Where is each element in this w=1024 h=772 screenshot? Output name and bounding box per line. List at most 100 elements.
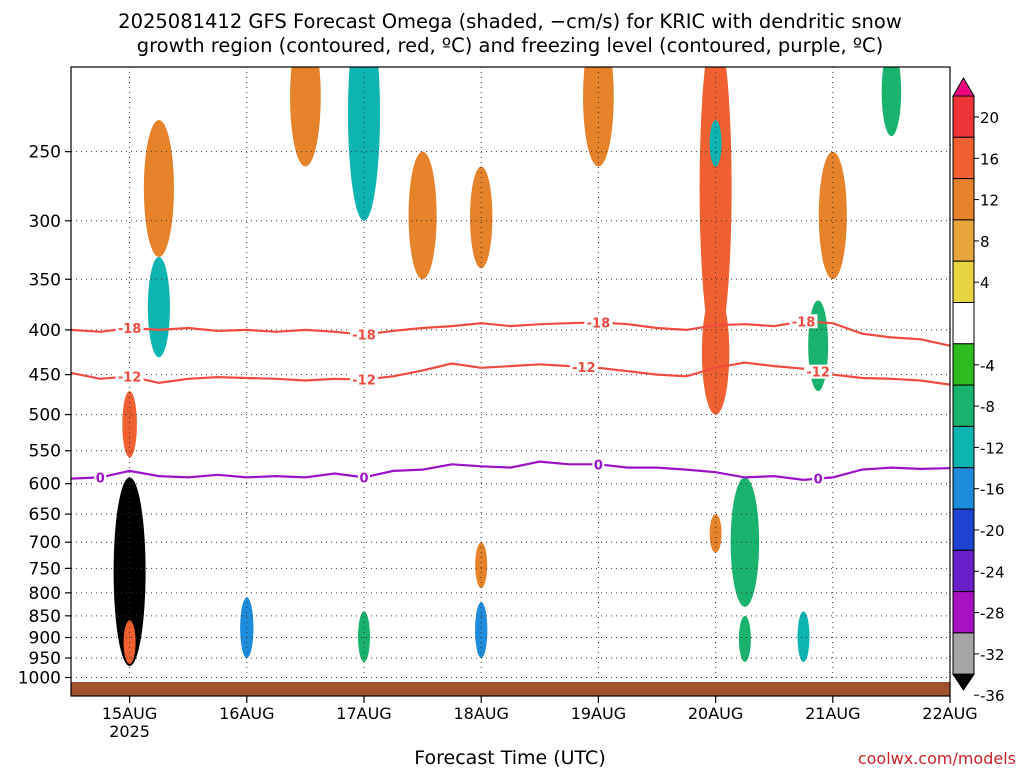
omega-shade-10 <box>475 602 488 659</box>
omega-shade-13 <box>583 67 614 167</box>
colorbar-label: -20 <box>980 522 1005 540</box>
y-tick-label-400: 400 <box>29 321 61 341</box>
omega-shade-1 <box>122 391 137 458</box>
x-tick-label-18AUG: 18AUG <box>453 704 508 723</box>
colorbar-swatch-3 <box>952 178 975 221</box>
y-tick-label-700: 700 <box>29 533 61 553</box>
colorbar-bottom-arrow <box>952 673 975 691</box>
y-tick-label-850: 850 <box>29 607 61 627</box>
omega-shade-4 <box>143 120 174 257</box>
omega-shade-3 <box>147 256 170 358</box>
chart-title-line-1: 2025081412 GFS Forecast Omega (shaded, −… <box>118 10 902 33</box>
colorbar-swatch-14 <box>952 632 975 675</box>
y-tick-label-350: 350 <box>29 270 61 290</box>
y-axis: 2503003504004505005506006507007508008509… <box>18 143 71 688</box>
x-tick-label-22AUG: 22AUG <box>922 704 977 723</box>
colorbar-swatch-9 <box>952 425 975 469</box>
x-axis-label: Forecast Time (UTC) <box>414 747 605 768</box>
colorbar-swatch-5 <box>952 260 975 304</box>
y-tick-label-800: 800 <box>29 584 61 604</box>
contour-line--12 <box>71 361 950 386</box>
colorbar-label: -32 <box>980 646 1005 664</box>
y-tick-label-300: 300 <box>29 212 61 232</box>
omega-shade-0 <box>113 477 146 666</box>
omega-shade-20 <box>797 611 810 663</box>
colorbar-label: -24 <box>980 563 1005 581</box>
omega-shade-12 <box>475 542 488 589</box>
contour-label-bg <box>592 457 605 472</box>
x-tick-label-16AUG: 16AUG <box>219 704 274 723</box>
colorbar-label: 16 <box>980 150 999 168</box>
colorbar-label: -8 <box>980 398 995 416</box>
contour-label-bg <box>115 369 144 384</box>
omega-shade-7 <box>358 611 370 663</box>
colorbar-swatch-8 <box>952 384 975 427</box>
colorbar-label: 12 <box>980 192 999 210</box>
omega-shade-8 <box>348 67 380 221</box>
contour-label--12-2: -12 <box>572 361 596 376</box>
colorbar-swatch-2 <box>952 136 975 180</box>
colorbar-label: -16 <box>980 481 1005 499</box>
x-tick-label-19AUG: 19AUG <box>571 704 626 723</box>
omega-shade-16 <box>709 514 722 553</box>
contour-label-0-3: 0 <box>814 473 823 488</box>
plot-frame <box>70 66 951 697</box>
contour-label-0-0: 0 <box>96 471 105 486</box>
colorbar-swatch-7 <box>952 343 975 386</box>
contour-label-bg <box>350 327 378 342</box>
x-axis: 15AUG 16AUG 17AUG 18AUG 19AUG 20AUG 21AUG 22AUG… <box>102 696 978 741</box>
contour-label--18-0: -18 <box>118 322 142 337</box>
contour-label-bg <box>94 470 107 485</box>
x-tick-year-label: 2025 <box>109 722 150 741</box>
colorbar-swatch-6 <box>952 302 975 345</box>
contour-label-bg <box>789 314 818 329</box>
colorbar-swatch-13 <box>952 591 975 634</box>
colorbar-top-arrow <box>952 77 975 97</box>
contour-label--18-2: -18 <box>587 316 611 331</box>
contour-label-bg <box>812 471 825 486</box>
contour-label-bg <box>115 321 144 336</box>
y-tick-label-650: 650 <box>29 505 61 525</box>
colorbar-swatch-11 <box>952 508 975 551</box>
contour-label--18-1: -18 <box>352 329 376 344</box>
contour-label--12-0: -12 <box>118 370 142 385</box>
contour-label-0-1: 0 <box>359 471 368 486</box>
colorbar-swatch-1 <box>952 95 975 138</box>
omega-shade-6 <box>290 67 321 167</box>
colorbar-label: -4 <box>980 357 995 375</box>
contour-label-bg <box>569 359 598 374</box>
credit-link[interactable]: coolwx.com/models <box>858 749 1016 768</box>
contour-label-0-2: 0 <box>594 458 603 473</box>
contour-label-bg <box>584 315 613 330</box>
omega-shade-9 <box>408 151 437 280</box>
contour-label-bg <box>804 364 833 379</box>
x-tick-label-17AUG: 17AUG <box>336 704 391 723</box>
plot-area <box>71 67 950 696</box>
y-tick-label-600: 600 <box>29 475 61 495</box>
colorbar-label: -28 <box>980 605 1005 623</box>
surface-terrain <box>71 682 950 696</box>
colorbar-label: 20 <box>980 109 999 127</box>
surface-ground <box>71 682 950 696</box>
y-tick-label-1000: 1000 <box>18 668 61 688</box>
colorbar: 20 16 12 8 4 -4 -8 -12 -16 -20 -24 -28 -32 -36 <box>952 77 1005 705</box>
y-tick-label-250: 250 <box>29 143 61 163</box>
y-tick-label-750: 750 <box>29 559 61 579</box>
colorbar-swatch-12 <box>952 549 975 593</box>
omega-shade-19 <box>738 615 751 663</box>
y-tick-label-500: 500 <box>29 406 61 426</box>
y-tick-label-450: 450 <box>29 366 61 386</box>
omega-shade-17 <box>709 120 722 167</box>
contour-label-bg <box>358 470 370 485</box>
contour-lines: -18 -18 -18 -18 -12 -12 -12 -12 0 0 0 0 <box>71 314 950 488</box>
contour-label-bg <box>350 372 378 387</box>
omega-shade-22 <box>818 151 847 280</box>
colorbar-label: -12 <box>980 439 1005 457</box>
contour-label--12-3: -12 <box>806 366 830 381</box>
colorbar-label: -36 <box>980 687 1005 705</box>
colorbar-swatch-4 <box>952 219 975 262</box>
colorbar-label: 8 <box>980 233 990 251</box>
colorbar-swatch-10 <box>952 467 975 510</box>
y-tick-label-550: 550 <box>29 442 61 462</box>
